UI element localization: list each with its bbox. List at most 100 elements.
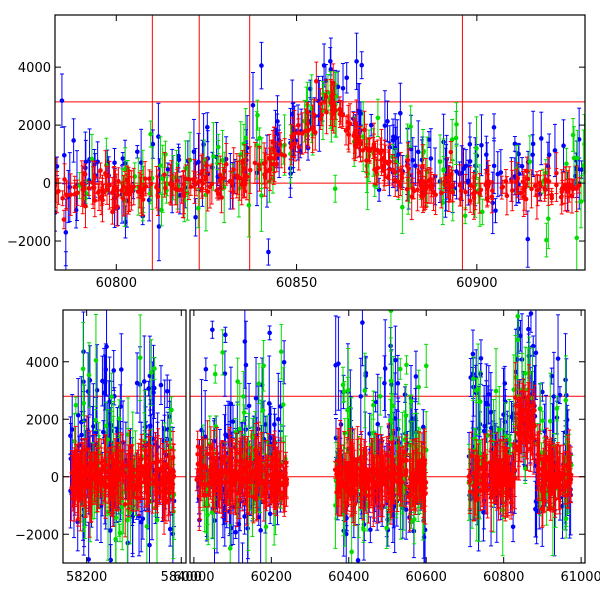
data-point (72, 184, 78, 190)
data-point (305, 121, 310, 126)
data-point (124, 177, 130, 183)
data-point (428, 185, 434, 191)
data-point (89, 156, 95, 162)
data-point (174, 178, 180, 183)
data-point (540, 389, 545, 395)
data-point (138, 160, 144, 165)
data-point (118, 466, 123, 471)
data-point (257, 166, 262, 172)
data-point (458, 196, 464, 202)
data-point (86, 372, 92, 378)
data-point (462, 213, 468, 219)
data-point (337, 106, 343, 112)
data-point (534, 193, 540, 198)
data-point (262, 175, 268, 181)
data-point (446, 173, 452, 179)
data-point (141, 187, 146, 192)
data-point (330, 108, 335, 113)
data-point (525, 236, 531, 242)
data-point (63, 230, 69, 235)
data-point (521, 186, 526, 192)
data-point (343, 128, 349, 133)
data-point (255, 112, 260, 118)
data-point (292, 131, 297, 137)
data-point (358, 139, 363, 145)
data-point (546, 152, 552, 158)
data-point (581, 163, 585, 168)
data-point (91, 424, 96, 429)
data-point (261, 161, 267, 166)
data-point (221, 175, 226, 181)
data-point (83, 474, 88, 479)
top-plot-area (55, 15, 585, 270)
data-point (137, 187, 143, 193)
data-point (116, 416, 122, 422)
data-point (147, 191, 153, 196)
data-point (523, 196, 529, 202)
data-point (111, 463, 116, 469)
data-point (426, 137, 432, 142)
data-point (168, 180, 174, 186)
data-point (112, 160, 117, 166)
data-point (195, 205, 201, 211)
data-point (390, 167, 395, 173)
data-point (156, 134, 161, 139)
data-point (132, 473, 137, 479)
data-point (137, 355, 143, 361)
data-point (415, 187, 420, 193)
data-point (381, 155, 387, 161)
bottom-plot-area (63, 310, 585, 563)
bottom-points-segment (190, 310, 585, 563)
data-point (102, 458, 108, 464)
data-point (217, 172, 223, 178)
data-point (252, 160, 258, 166)
data-point (524, 168, 530, 174)
data-point (111, 368, 117, 373)
y-tick-label: 2000 (18, 119, 51, 134)
data-point (400, 204, 405, 210)
data-point (352, 130, 358, 136)
data-point (94, 387, 100, 393)
y-tick-label: 0 (43, 177, 51, 192)
data-point (244, 174, 250, 179)
data-point (413, 163, 418, 169)
data-point (211, 154, 216, 159)
data-point (257, 135, 262, 141)
data-point (158, 163, 163, 168)
data-point (73, 466, 79, 471)
data-point (151, 385, 157, 391)
data-point (75, 190, 80, 196)
data-point (209, 181, 215, 187)
data-point (340, 85, 346, 91)
data-point (289, 142, 294, 147)
data-point (577, 183, 582, 188)
data-point (500, 184, 506, 190)
data-point (296, 122, 301, 128)
data-point (173, 186, 178, 192)
data-point (88, 491, 94, 497)
data-point (196, 178, 202, 184)
data-point (375, 147, 380, 153)
data-point (392, 145, 398, 151)
data-point (119, 188, 124, 193)
data-point (98, 168, 103, 173)
data-point (420, 186, 426, 191)
data-point (102, 380, 108, 385)
data-point (484, 179, 490, 185)
data-point (204, 163, 209, 168)
data-point (81, 418, 87, 423)
data-point (519, 164, 525, 169)
data-point (136, 482, 142, 487)
x-tick-label: 60850 (276, 276, 317, 291)
data-point (95, 190, 101, 195)
data-point (230, 190, 236, 195)
data-point (210, 327, 215, 333)
data-point (467, 141, 473, 147)
data-point (150, 141, 156, 147)
data-point (143, 462, 149, 468)
data-point (471, 191, 476, 196)
data-point (223, 332, 228, 338)
data-point (170, 455, 176, 460)
data-point (73, 402, 79, 408)
data-point (118, 404, 123, 410)
